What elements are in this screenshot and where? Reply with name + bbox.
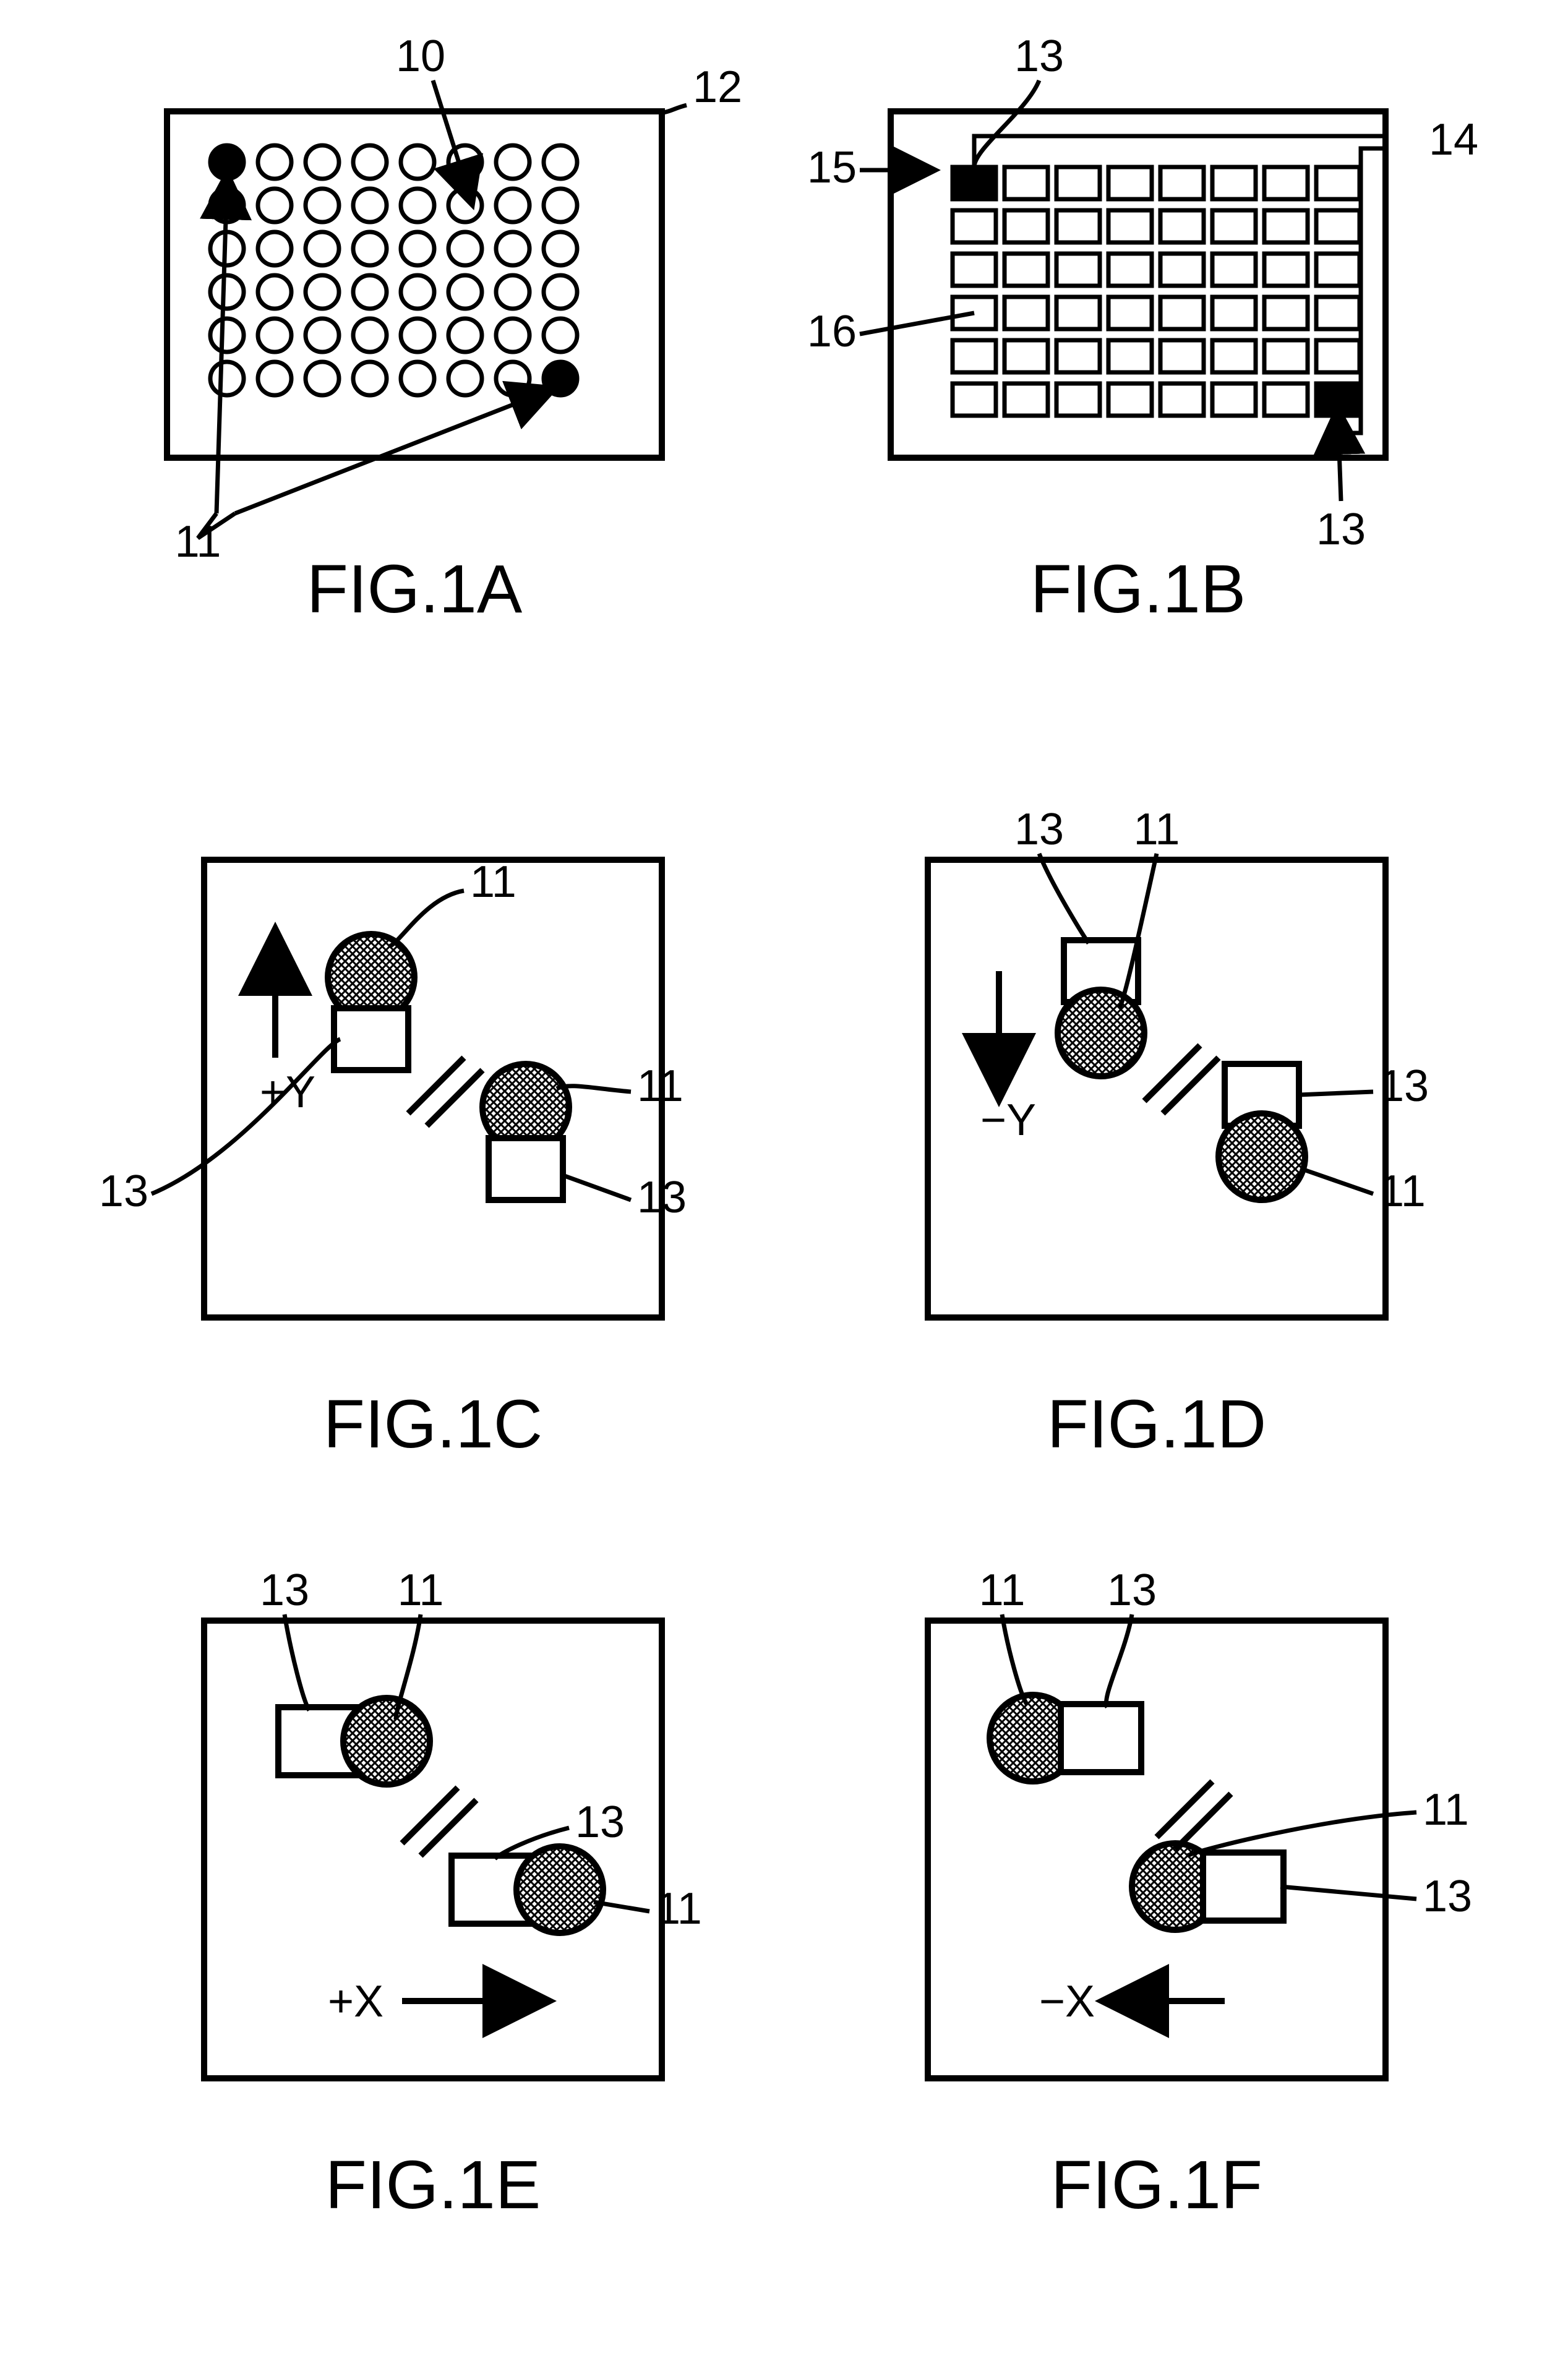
svg-text:11: 11 <box>1379 1167 1426 1216</box>
svg-text:−Y: −Y <box>980 1095 1036 1145</box>
page: 101211FIG.1A1314151613FIG.1B+Y11111313FI… <box>0 0 1568 2361</box>
svg-text:13: 13 <box>1379 1061 1429 1111</box>
svg-text:13: 13 <box>1423 1872 1472 1921</box>
svg-text:11: 11 <box>1134 805 1180 854</box>
svg-text:13: 13 <box>637 1173 687 1222</box>
svg-text:13: 13 <box>1316 505 1366 554</box>
svg-text:16: 16 <box>807 307 857 356</box>
svg-text:11: 11 <box>398 1566 444 1615</box>
svg-text:11: 11 <box>656 1884 702 1934</box>
svg-text:11: 11 <box>175 517 221 567</box>
svg-text:13: 13 <box>1014 32 1064 81</box>
svg-text:FIG.1A: FIG.1A <box>307 551 523 627</box>
svg-text:FIG.1E: FIG.1E <box>325 2147 541 2223</box>
svg-text:12: 12 <box>693 62 742 112</box>
svg-text:11: 11 <box>637 1061 683 1111</box>
svg-text:11: 11 <box>470 857 516 907</box>
svg-text:11: 11 <box>1423 1785 1469 1835</box>
svg-text:11: 11 <box>979 1566 1026 1615</box>
svg-text:13: 13 <box>1014 805 1064 854</box>
svg-text:FIG.1D: FIG.1D <box>1047 1386 1267 1462</box>
figure-svg: 101211FIG.1A1314151613FIG.1B+Y11111313FI… <box>0 0 1568 2361</box>
svg-text:+X: +X <box>328 1977 383 2026</box>
svg-text:13: 13 <box>1107 1566 1157 1615</box>
svg-text:FIG.1B: FIG.1B <box>1030 551 1246 627</box>
svg-text:13: 13 <box>260 1566 309 1615</box>
svg-text:FIG.1F: FIG.1F <box>1051 2147 1262 2223</box>
svg-text:13: 13 <box>575 1798 625 1847</box>
svg-text:15: 15 <box>807 143 857 192</box>
svg-text:14: 14 <box>1429 115 1478 165</box>
svg-text:10: 10 <box>396 32 445 81</box>
svg-text:FIG.1C: FIG.1C <box>323 1386 543 1462</box>
svg-text:13: 13 <box>99 1167 148 1216</box>
svg-text:−X: −X <box>1039 1977 1095 2026</box>
